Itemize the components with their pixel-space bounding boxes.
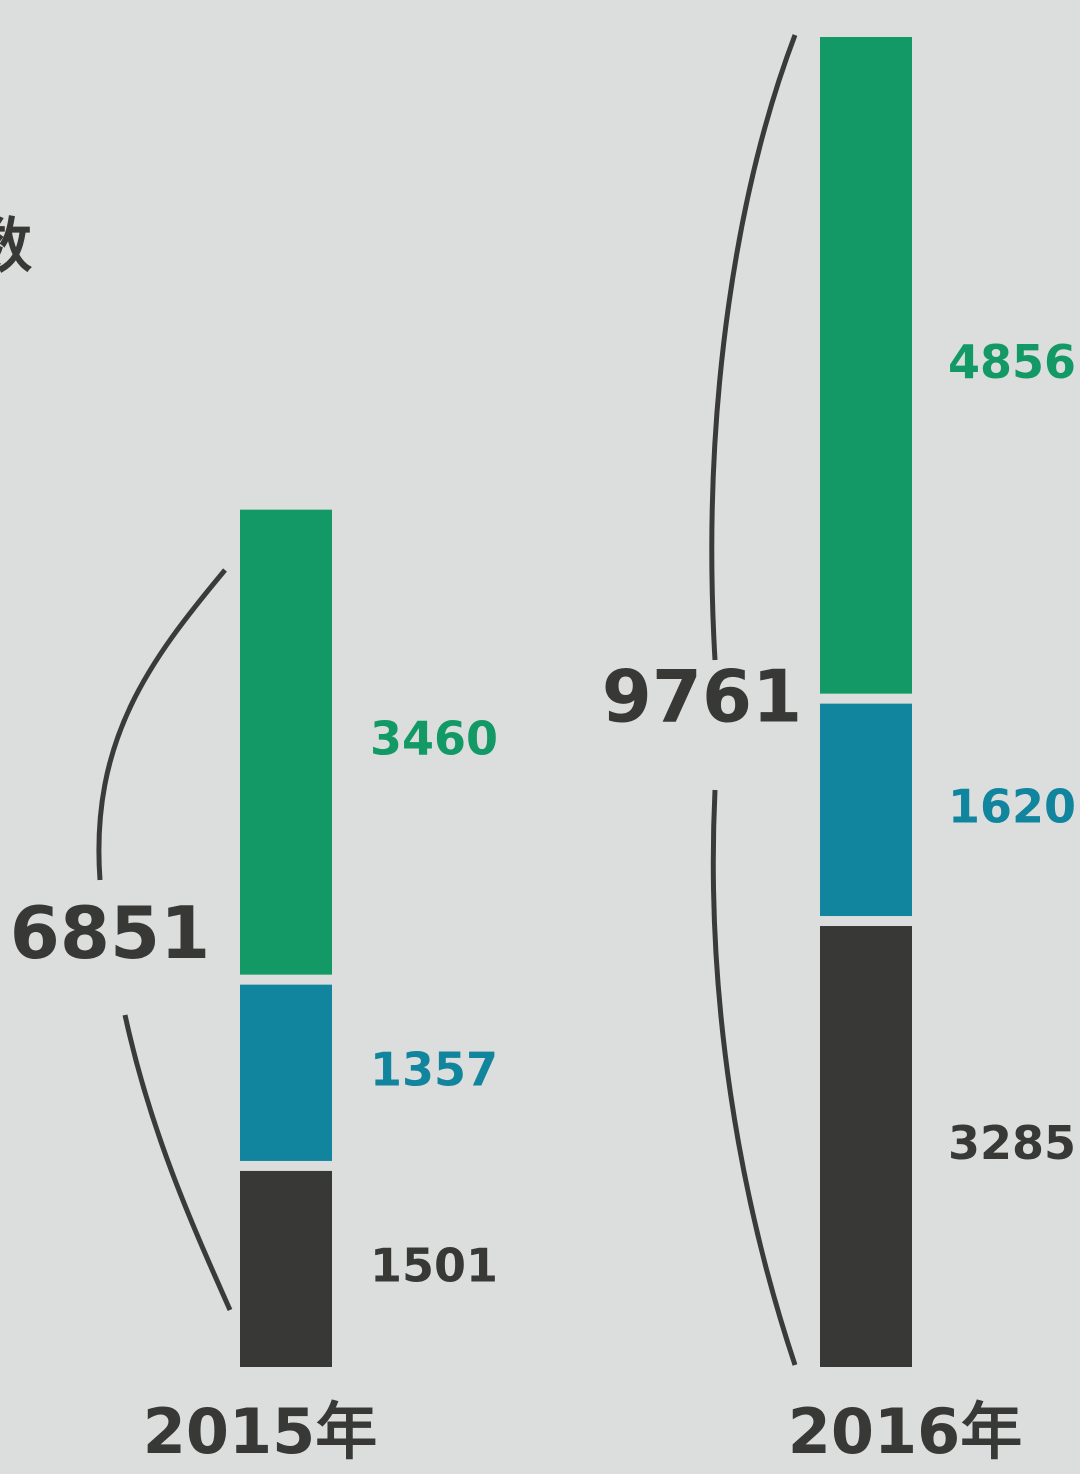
bar-segment <box>240 509 332 975</box>
x-tick-label: 2015年 <box>143 1395 378 1468</box>
chart-title: 数 <box>0 212 32 282</box>
value-label: 1620 <box>948 779 1076 833</box>
bar-segment <box>240 1170 332 1367</box>
total-label: 9761 <box>602 655 802 739</box>
bar-segment <box>820 703 912 917</box>
total-label: 6851 <box>10 891 210 975</box>
brace <box>122 1014 233 1312</box>
brace <box>710 789 798 1366</box>
bar-segment <box>240 984 332 1161</box>
bar-segment <box>820 37 912 694</box>
value-label: 1501 <box>370 1238 498 1292</box>
value-label: 1357 <box>370 1042 498 1096</box>
value-label: 3460 <box>370 712 498 766</box>
bar-segment <box>820 926 912 1367</box>
brace <box>709 34 798 661</box>
value-label: 3285 <box>948 1116 1076 1170</box>
value-label: 4856 <box>948 335 1076 389</box>
x-tick-label: 2016年 <box>788 1395 1023 1468</box>
brace <box>96 568 227 881</box>
